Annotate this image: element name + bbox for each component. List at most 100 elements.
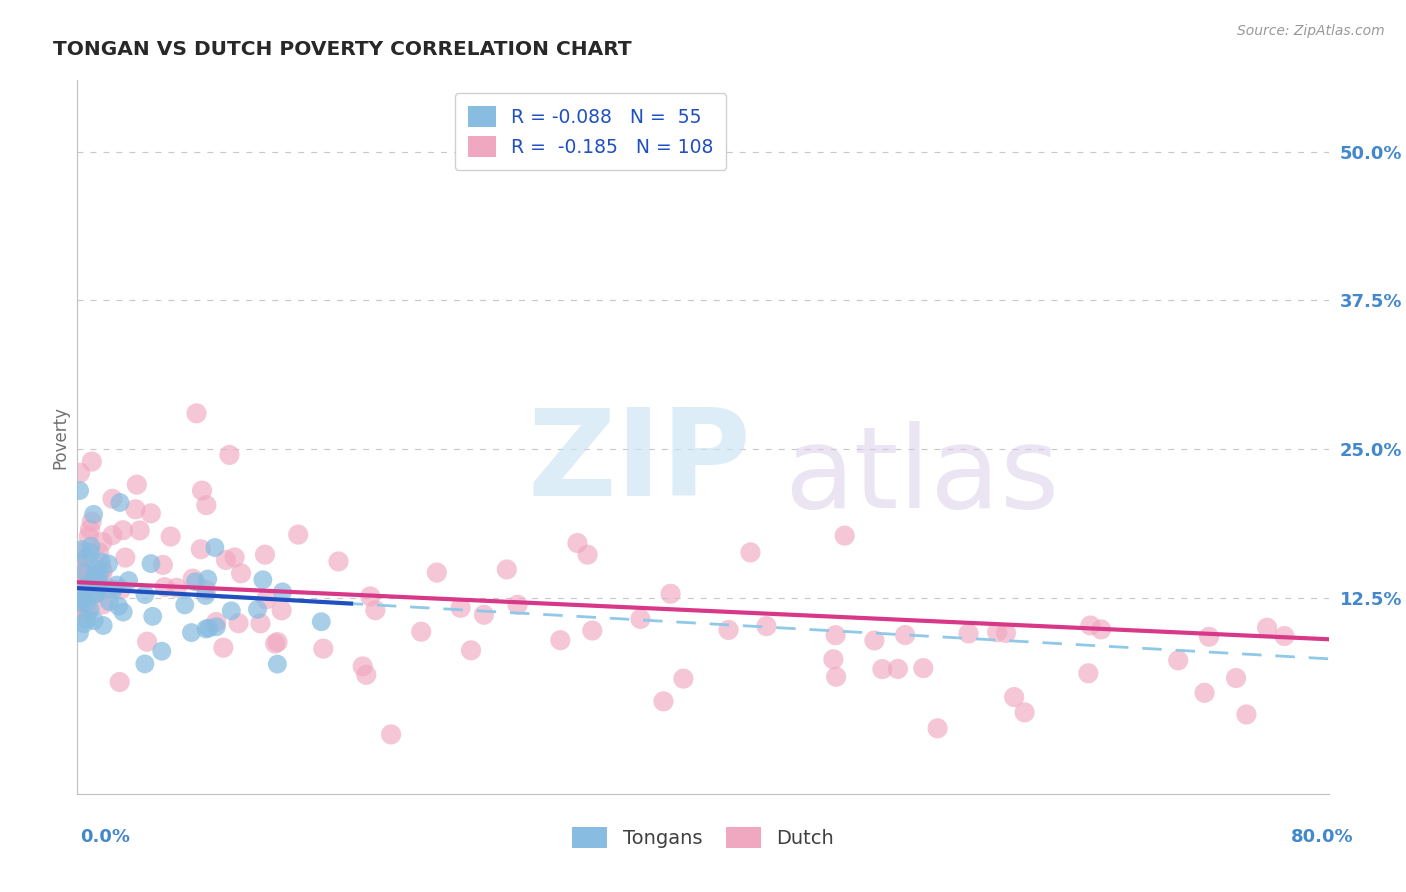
Point <box>824 628 846 642</box>
Point <box>67 607 90 621</box>
Point <box>995 626 1018 640</box>
Point <box>150 644 173 658</box>
Point <box>1090 623 1112 637</box>
Point <box>107 599 129 614</box>
Point <box>73 565 96 579</box>
Point <box>266 635 288 649</box>
Point <box>506 598 529 612</box>
Point <box>450 600 472 615</box>
Point <box>166 581 188 595</box>
Legend: Tongans, Dutch: Tongans, Dutch <box>564 819 842 855</box>
Point <box>672 672 695 686</box>
Point <box>69 466 91 480</box>
Point <box>139 506 162 520</box>
Point <box>186 406 208 420</box>
Point <box>1080 618 1102 632</box>
Point <box>79 522 101 536</box>
Point <box>98 594 121 608</box>
Point <box>91 618 114 632</box>
Point <box>652 694 675 708</box>
Point <box>86 562 108 576</box>
Point <box>91 565 114 579</box>
Point <box>1198 630 1220 644</box>
Point <box>67 589 90 603</box>
Point <box>139 557 162 571</box>
Point <box>426 566 449 580</box>
Point <box>114 550 136 565</box>
Point <box>134 657 156 671</box>
Point <box>77 577 100 591</box>
Point <box>312 641 335 656</box>
Point <box>249 616 271 631</box>
Point <box>628 612 651 626</box>
Point <box>927 722 949 736</box>
Point <box>194 622 217 636</box>
Point <box>356 668 378 682</box>
Point <box>108 675 131 690</box>
Point <box>97 582 120 596</box>
Text: TONGAN VS DUTCH POVERTY CORRELATION CHART: TONGAN VS DUTCH POVERTY CORRELATION CHAR… <box>53 40 633 59</box>
Point <box>67 545 90 559</box>
Point <box>108 495 131 509</box>
Point <box>271 585 294 599</box>
Point <box>204 541 226 555</box>
Point <box>957 626 980 640</box>
Point <box>128 524 150 538</box>
Point <box>103 582 125 597</box>
Point <box>472 607 495 622</box>
Point <box>224 550 246 565</box>
Point <box>195 498 218 512</box>
Point <box>311 615 333 629</box>
Point <box>887 662 910 676</box>
Point <box>67 600 90 615</box>
Point <box>111 523 134 537</box>
Point <box>84 567 107 582</box>
Point <box>717 623 740 637</box>
Point <box>194 589 217 603</box>
Point <box>197 621 219 635</box>
Point <box>352 659 374 673</box>
Point <box>72 553 94 567</box>
Point <box>76 607 98 621</box>
Point <box>69 580 91 594</box>
Point <box>75 550 97 565</box>
Text: ZIP: ZIP <box>527 403 752 521</box>
Point <box>740 545 762 559</box>
Point <box>184 574 207 589</box>
Point <box>228 616 250 631</box>
Point <box>1225 671 1247 685</box>
Point <box>181 572 204 586</box>
Point <box>894 628 917 642</box>
Point <box>205 615 228 629</box>
Point <box>1236 707 1258 722</box>
Point <box>755 619 778 633</box>
Point <box>823 652 845 666</box>
Point <box>80 540 103 554</box>
Point <box>87 574 110 589</box>
Point <box>97 557 120 571</box>
Point <box>254 592 277 607</box>
Text: 80.0%: 80.0% <box>1291 828 1354 846</box>
Point <box>101 491 124 506</box>
Point <box>112 605 135 619</box>
Point <box>86 586 108 600</box>
Point <box>69 483 91 498</box>
Point <box>105 578 128 592</box>
Point <box>1167 653 1189 667</box>
Point <box>83 587 105 601</box>
Point <box>1077 666 1099 681</box>
Point <box>328 554 350 568</box>
Point <box>89 567 111 582</box>
Point <box>142 609 165 624</box>
Point <box>70 566 93 581</box>
Point <box>266 657 288 672</box>
Point <box>73 616 96 631</box>
Point <box>252 573 274 587</box>
Point <box>581 624 603 638</box>
Point <box>495 562 517 576</box>
Point <box>153 580 176 594</box>
Point <box>159 530 181 544</box>
Point <box>190 542 212 557</box>
Point <box>72 565 94 579</box>
Text: atlas: atlas <box>785 421 1060 532</box>
